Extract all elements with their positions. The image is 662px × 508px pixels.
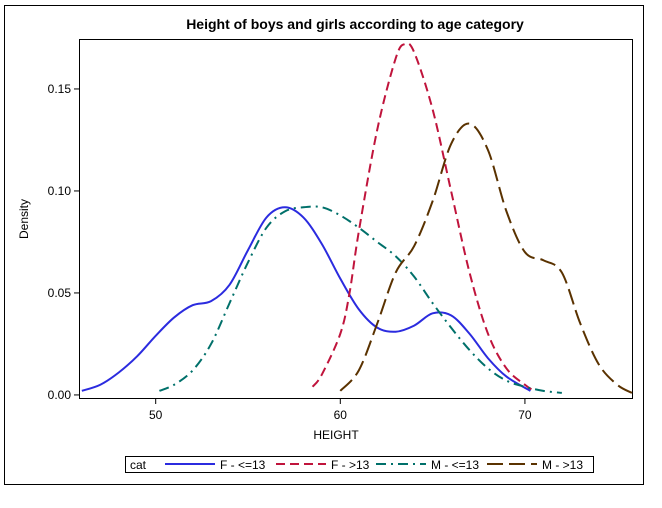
x-tick-label: 50	[149, 408, 163, 422]
legend-label: F - >13	[331, 458, 370, 472]
plot-area	[79, 39, 633, 399]
x-axis-label: HEIGHT	[313, 428, 359, 442]
legend-label: M - >13	[542, 458, 583, 472]
x-tick-label: 60	[334, 408, 348, 422]
legend-label: F - <=13	[220, 458, 266, 472]
outer-frame	[4, 5, 644, 485]
legend-title: cat	[130, 458, 147, 472]
legend-frame	[125, 456, 594, 473]
y-tick-label: 0.15	[48, 82, 72, 96]
y-tick-label: 0.05	[48, 286, 72, 300]
y-axis-label: Density	[17, 199, 31, 239]
x-tick-label: 70	[518, 408, 532, 422]
series-line-2	[159, 205, 562, 394]
series-line-1	[311, 42, 535, 392]
series-line-3	[339, 122, 633, 394]
legend-label: M - <=13	[431, 458, 479, 472]
y-tick-label: 0.10	[48, 184, 72, 198]
legend: cat F - <=13 F - >13 M - <=13 M - >13	[125, 456, 594, 473]
series-line-0	[81, 206, 531, 392]
chart-title: Height of boys and girls according to ag…	[186, 16, 524, 32]
y-tick-label: 0.00	[48, 388, 72, 402]
